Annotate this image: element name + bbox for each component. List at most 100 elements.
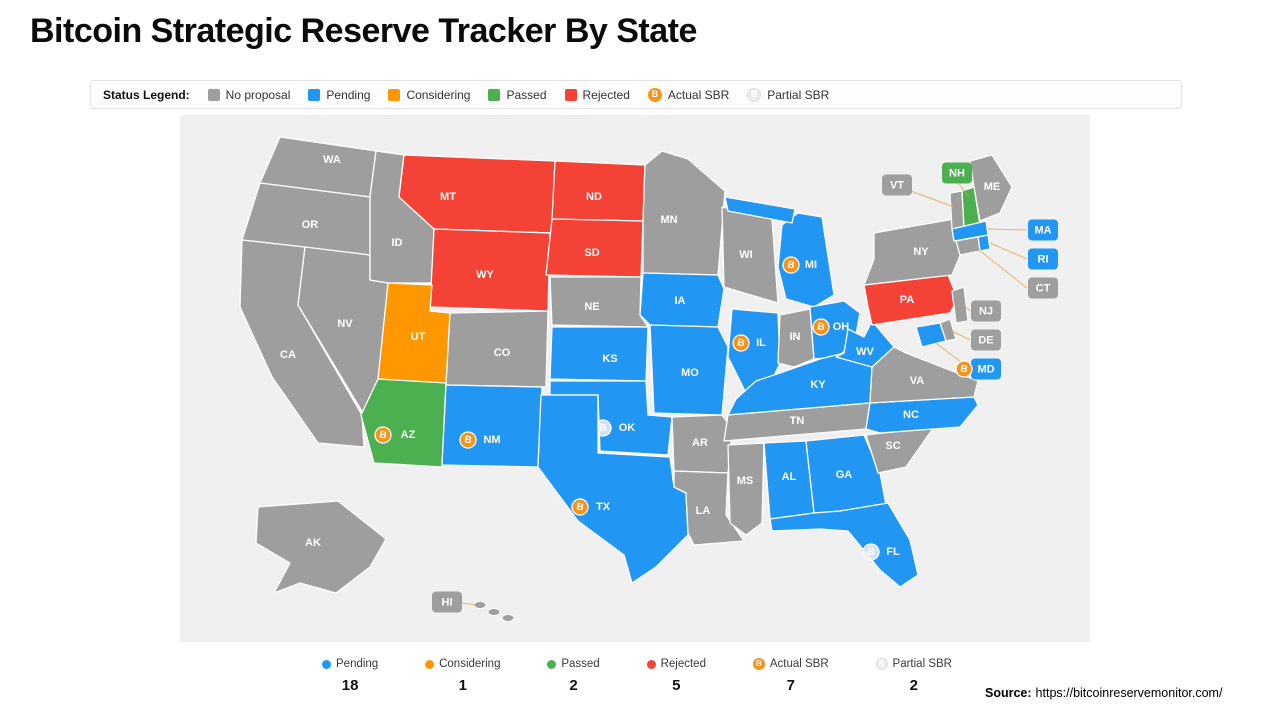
state-label-ME: ME bbox=[984, 181, 1001, 193]
state-NJ[interactable]: NJ bbox=[951, 286, 1001, 324]
legend-item-label: Pending bbox=[326, 87, 371, 102]
summary-considering: Considering 1 bbox=[425, 658, 500, 694]
state-SD[interactable]: SD bbox=[545, 218, 644, 278]
state-label-DE: DE bbox=[978, 335, 993, 347]
state-MO[interactable]: MO bbox=[649, 324, 729, 416]
summary-label: Actual SBR bbox=[769, 658, 829, 670]
state-LA[interactable]: LA bbox=[673, 470, 745, 546]
state-label-MS: MS bbox=[737, 475, 754, 487]
state-MD[interactable]: MD B bbox=[915, 322, 1001, 380]
passed-swatch bbox=[488, 88, 501, 101]
state-label-OH: OH bbox=[833, 321, 850, 333]
state-DE[interactable]: DE bbox=[939, 318, 1001, 351]
state-VT[interactable]: VT bbox=[882, 174, 965, 230]
summary-count: 7 bbox=[786, 677, 795, 694]
state-IN[interactable]: IN bbox=[777, 308, 815, 368]
state-NM[interactable]: NM B bbox=[441, 384, 543, 468]
state-AL[interactable]: AL bbox=[763, 440, 815, 520]
state-callout-HI[interactable] bbox=[432, 591, 462, 613]
source-label: Source: bbox=[985, 686, 1032, 700]
svg-text:B: B bbox=[598, 422, 607, 434]
legend-item-label: Actual SBR bbox=[667, 87, 730, 102]
legend-title: Status Legend: bbox=[103, 87, 190, 102]
summary-label: Partial SBR bbox=[892, 658, 952, 670]
state-MI[interactable]: MI B bbox=[724, 196, 835, 308]
state-label-IN: IN bbox=[790, 331, 801, 343]
state-label-WA: WA bbox=[323, 154, 341, 166]
summary-count: 1 bbox=[458, 677, 467, 694]
state-WV[interactable]: WV bbox=[835, 320, 895, 368]
legend-item-considering: Considering bbox=[388, 88, 470, 102]
state-label-CO: CO bbox=[494, 347, 511, 359]
state-AZ[interactable]: AZ B bbox=[360, 378, 447, 468]
state-IA[interactable]: IA bbox=[639, 272, 725, 328]
state-ND[interactable]: ND bbox=[551, 160, 646, 222]
state-MA[interactable]: MA bbox=[951, 219, 1058, 242]
summary-passed: Passed 2 bbox=[547, 658, 600, 694]
bitcoin-pale-icon: B bbox=[747, 87, 762, 102]
state-label-LA: LA bbox=[696, 505, 711, 517]
state-callout-NJ[interactable] bbox=[971, 300, 1001, 322]
state-callout-DE[interactable] bbox=[971, 329, 1001, 351]
state-label-GA: GA bbox=[836, 469, 853, 481]
legend-item-actual_sbr: B Actual SBR bbox=[647, 87, 730, 102]
legend-item-label: Partial SBR bbox=[767, 87, 830, 102]
state-callout-VT[interactable] bbox=[882, 174, 912, 196]
state-label-VT: VT bbox=[890, 180, 904, 192]
legend-item-label: No proposal bbox=[225, 87, 291, 102]
state-label-NM: NM bbox=[483, 434, 500, 446]
state-AR[interactable]: AR bbox=[671, 414, 733, 474]
state-IL[interactable]: IL B bbox=[727, 308, 781, 394]
state-callout-NH[interactable] bbox=[942, 162, 972, 184]
state-label-MO: MO bbox=[681, 367, 699, 379]
state-label-MD: MD bbox=[977, 364, 994, 376]
state-WI[interactable]: WI bbox=[721, 206, 779, 304]
state-KS[interactable]: KS bbox=[549, 326, 649, 382]
state-TX[interactable]: TX B bbox=[537, 394, 689, 584]
state-CO[interactable]: CO bbox=[445, 310, 549, 388]
legend-item-label: Rejected bbox=[582, 87, 630, 102]
legend-item-partial_sbr: B Partial SBR bbox=[747, 87, 830, 102]
page-title: Bitcoin Strategic Reserve Tracker By Sta… bbox=[30, 12, 697, 50]
actual-sbr-badge: B bbox=[782, 256, 800, 274]
actual-sbr-badge: B bbox=[812, 318, 830, 336]
state-label-MI: MI bbox=[805, 259, 817, 271]
pending-dot bbox=[322, 659, 331, 669]
svg-text:B: B bbox=[736, 337, 745, 349]
considering-dot bbox=[425, 659, 435, 669]
state-label-NJ: NJ bbox=[979, 306, 993, 318]
source-link[interactable]: https://bitcoinreservemonitor.com/ bbox=[1035, 686, 1223, 700]
state-label-NH: NH bbox=[949, 168, 965, 180]
state-label-WI: WI bbox=[739, 249, 752, 261]
legend-item-pending: Pending bbox=[308, 88, 370, 102]
state-callout-MA[interactable] bbox=[1028, 219, 1058, 241]
summary-row: Pending 18 Considering 1 Passed 2 Rejected 5 B Ac… bbox=[322, 658, 952, 694]
summary-rejected: Rejected 5 bbox=[646, 658, 706, 694]
state-callout-MD[interactable] bbox=[971, 358, 1001, 380]
state-NE[interactable]: NE bbox=[549, 276, 649, 328]
svg-text:B: B bbox=[463, 434, 472, 446]
passed-dot bbox=[547, 659, 557, 669]
state-SC[interactable]: SC bbox=[865, 426, 935, 474]
state-MS[interactable]: MS bbox=[727, 442, 765, 536]
state-NY[interactable]: NY bbox=[863, 216, 967, 286]
state-label-MN: MN bbox=[660, 214, 677, 226]
legend-item-rejected: Rejected bbox=[564, 87, 630, 102]
state-HI[interactable]: HI bbox=[432, 591, 515, 622]
summary-count: 5 bbox=[672, 677, 681, 694]
state-label-VA: VA bbox=[910, 375, 925, 387]
state-callout-RI[interactable] bbox=[1028, 248, 1058, 270]
svg-text:B: B bbox=[816, 321, 825, 333]
state-callout-CT[interactable] bbox=[1028, 277, 1058, 299]
state-MN[interactable]: MN bbox=[642, 150, 726, 276]
state-PA[interactable]: PA bbox=[863, 274, 959, 326]
state-FL[interactable]: FL B bbox=[769, 502, 919, 588]
state-NH[interactable]: NH bbox=[942, 162, 981, 228]
state-label-TX: TX bbox=[596, 501, 611, 513]
state-AK[interactable]: AK bbox=[255, 500, 387, 594]
state-WY[interactable]: WY bbox=[429, 228, 551, 312]
state-label-NV: NV bbox=[337, 318, 353, 330]
state-label-PA: PA bbox=[900, 294, 915, 306]
state-CT[interactable]: CT bbox=[955, 236, 1058, 299]
